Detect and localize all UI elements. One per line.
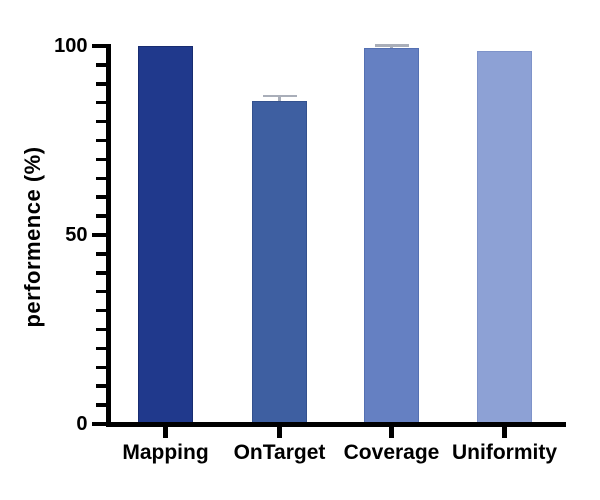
y-minor-tick-45: [95, 252, 106, 256]
y-minor-tick-40: [95, 271, 106, 275]
y-minor-tick-25: [95, 327, 106, 332]
error-bar-stem-ontarget: [278, 94, 281, 101]
x-tick-label-uniformity: Uniformity: [452, 441, 557, 464]
x-tick-label-coverage: Coverage: [343, 441, 440, 464]
y-minor-tick-75: [95, 138, 106, 143]
y-minor-tick-80: [95, 119, 106, 124]
bar-ontarget: [252, 100, 307, 426]
y-minor-tick-10: [95, 384, 106, 388]
y-tick-label-0: 0: [76, 413, 88, 435]
y-tick-label-100: 100: [54, 35, 88, 57]
bar-uniformity: [477, 50, 532, 426]
y-major-tick-100: [91, 43, 106, 49]
y-minor-tick-15: [95, 365, 106, 370]
y-minor-tick-55: [95, 214, 106, 218]
y-minor-tick-60: [95, 195, 106, 199]
error-bar-cap-ontarget: [262, 94, 297, 98]
y-minor-tick-65: [95, 176, 106, 181]
y-minor-tick-30: [95, 308, 106, 313]
y-minor-tick-95: [95, 63, 106, 67]
x-tick-label-ontarget: OnTarget: [233, 441, 326, 464]
y-minor-tick-90: [95, 82, 106, 86]
x-axis-line: [105, 421, 566, 427]
y-axis-line: [105, 43, 111, 427]
y-minor-tick-85: [95, 100, 106, 105]
x-tick-coverage: [389, 426, 394, 438]
bar-mapping: [138, 46, 193, 426]
y-tick-label-50: 50: [65, 224, 88, 246]
x-tick-uniformity: [502, 426, 507, 438]
error-bar-cap-coverage: [374, 44, 409, 47]
y-major-tick-0: [91, 421, 106, 427]
bar-coverage: [364, 47, 419, 426]
x-tick-label-mapping: Mapping: [122, 441, 209, 464]
y-major-tick-50: [91, 232, 106, 238]
y-minor-tick-35: [95, 289, 106, 294]
y-minor-tick-70: [95, 157, 106, 162]
x-tick-ontarget: [277, 426, 282, 438]
x-tick-mapping: [163, 426, 168, 438]
y-minor-tick-5: [95, 403, 106, 407]
y-minor-tick-20: [95, 346, 106, 351]
